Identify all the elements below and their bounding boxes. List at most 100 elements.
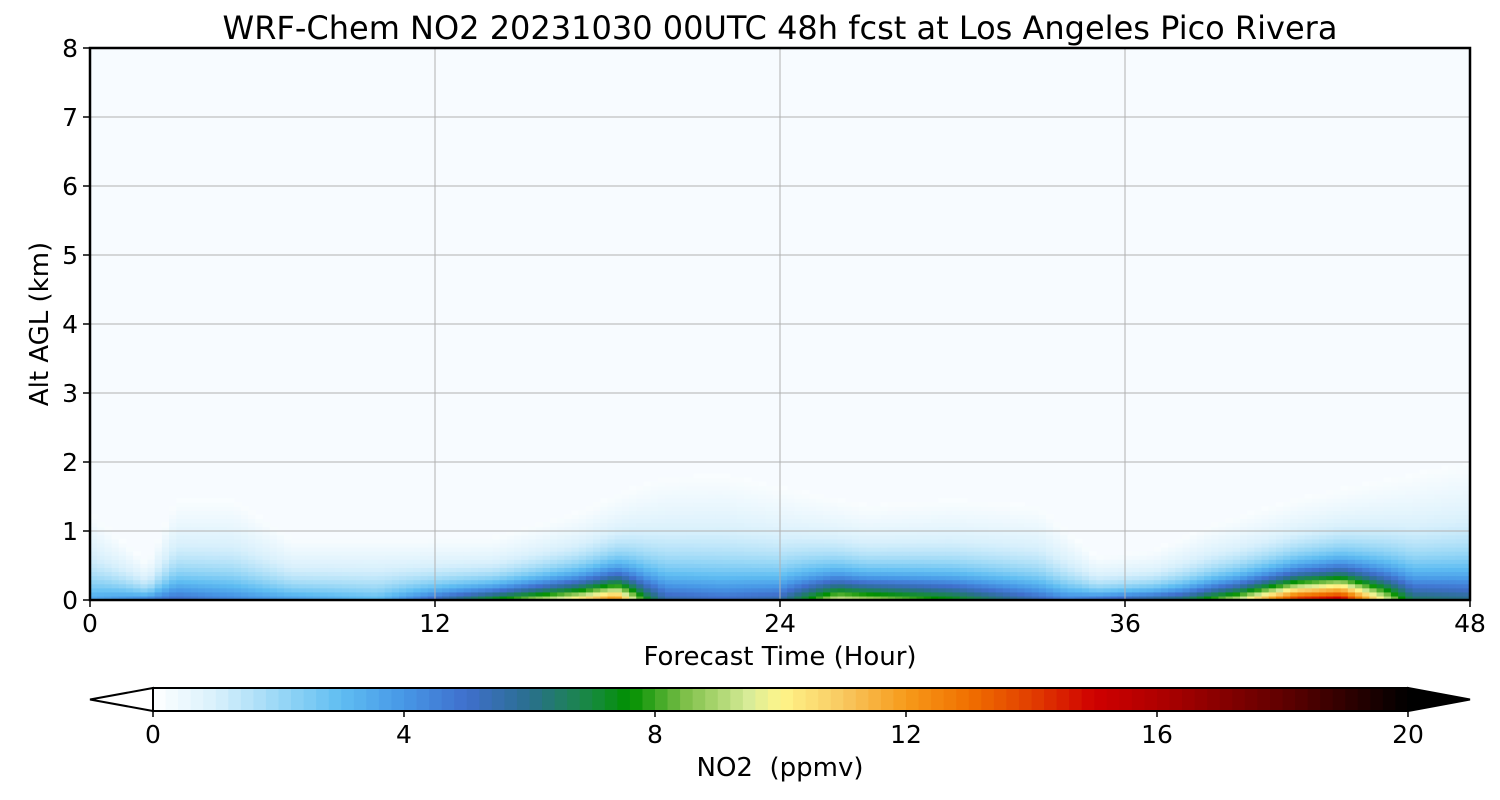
field-cell	[1017, 563, 1025, 568]
field-cell	[212, 522, 220, 528]
field-cell	[1089, 583, 1097, 589]
field-cell	[284, 555, 292, 560]
field-cell	[391, 587, 400, 593]
field-cell	[909, 551, 918, 556]
field-cell	[636, 489, 645, 495]
field-cell	[1160, 563, 1169, 568]
field-cell	[952, 510, 961, 515]
field-cell	[1448, 477, 1457, 483]
field-cell	[974, 506, 982, 511]
field-cell	[1053, 583, 1061, 589]
field-cell	[1426, 526, 1435, 532]
field-cell	[1053, 522, 1061, 528]
field-cell	[1038, 522, 1047, 528]
field-cell	[111, 551, 120, 556]
field-cell	[650, 485, 659, 491]
field-cell	[1419, 489, 1428, 495]
field-cell	[643, 563, 652, 568]
field-cell	[571, 567, 580, 573]
field-cell	[399, 563, 407, 568]
field-cell	[1405, 563, 1414, 568]
field-cell	[744, 555, 752, 560]
field-cell	[873, 542, 882, 548]
field-cell	[197, 522, 206, 528]
field-cell	[1434, 555, 1442, 560]
field-cell	[693, 489, 702, 495]
colorbar-segment	[1157, 688, 1171, 711]
field-cell	[823, 534, 831, 540]
field-cell	[1261, 571, 1270, 577]
field-cell	[147, 595, 156, 600]
field-cell	[341, 591, 350, 597]
field-cell	[1333, 502, 1342, 507]
field-cell	[1311, 555, 1320, 560]
field-cell	[636, 559, 645, 564]
field-cell	[399, 575, 407, 581]
field-cell	[715, 555, 724, 560]
field-cell	[578, 575, 587, 581]
field-cell	[550, 571, 558, 577]
field-cell	[435, 567, 443, 573]
field-cell	[205, 526, 213, 532]
field-cell	[197, 587, 206, 593]
field-cell	[1017, 579, 1025, 585]
field-cell	[564, 530, 573, 536]
field-cell	[1434, 506, 1442, 511]
field-cell	[1275, 591, 1284, 597]
field-cell	[801, 514, 810, 520]
field-cell	[708, 477, 716, 483]
field-cell	[1441, 473, 1450, 479]
field-cell	[499, 559, 508, 564]
field-cell	[672, 559, 680, 564]
field-cell	[844, 579, 853, 585]
field-cell	[542, 563, 551, 568]
field-cell	[1419, 502, 1428, 507]
field-cell	[499, 591, 508, 597]
field-cell	[1347, 538, 1356, 544]
field-cell	[787, 551, 795, 556]
field-cell	[729, 579, 738, 585]
field-cell	[384, 571, 393, 577]
field-cell	[1398, 526, 1406, 532]
field-cell	[873, 595, 882, 600]
field-cell	[679, 506, 688, 511]
field-cell	[312, 555, 321, 560]
field-cell	[1383, 551, 1392, 556]
field-cell	[866, 518, 875, 524]
field-cell	[679, 489, 688, 495]
field-cell	[557, 547, 565, 552]
field-cell	[90, 595, 98, 600]
field-cell	[1326, 591, 1335, 597]
field-cell	[1311, 559, 1320, 564]
field-cell	[97, 542, 105, 548]
field-cell	[780, 563, 788, 568]
field-cell	[1153, 551, 1162, 556]
field-cell	[1017, 587, 1025, 593]
field-cell	[492, 551, 501, 556]
field-cell	[715, 559, 724, 564]
field-cell	[1347, 587, 1356, 593]
field-cell	[197, 526, 206, 532]
field-cell	[657, 498, 666, 503]
field-cell	[672, 514, 680, 520]
field-cell	[1067, 575, 1076, 581]
field-cell	[104, 534, 113, 540]
field-cell	[851, 526, 860, 532]
field-cell	[169, 534, 177, 540]
field-cell	[1254, 567, 1263, 573]
field-cell	[557, 575, 565, 581]
field-cell	[808, 514, 817, 520]
field-cell	[1146, 587, 1155, 593]
field-cell	[1319, 538, 1327, 544]
field-cell	[909, 522, 918, 528]
field-cell	[478, 563, 486, 568]
field-cell	[1017, 542, 1025, 548]
field-cell	[1225, 551, 1234, 556]
field-cell	[945, 571, 954, 577]
field-cell	[1268, 571, 1277, 577]
field-cell	[1017, 502, 1025, 507]
field-cell	[161, 551, 170, 556]
field-cell	[154, 571, 163, 577]
field-cell	[240, 534, 249, 540]
field-cell	[657, 485, 666, 491]
